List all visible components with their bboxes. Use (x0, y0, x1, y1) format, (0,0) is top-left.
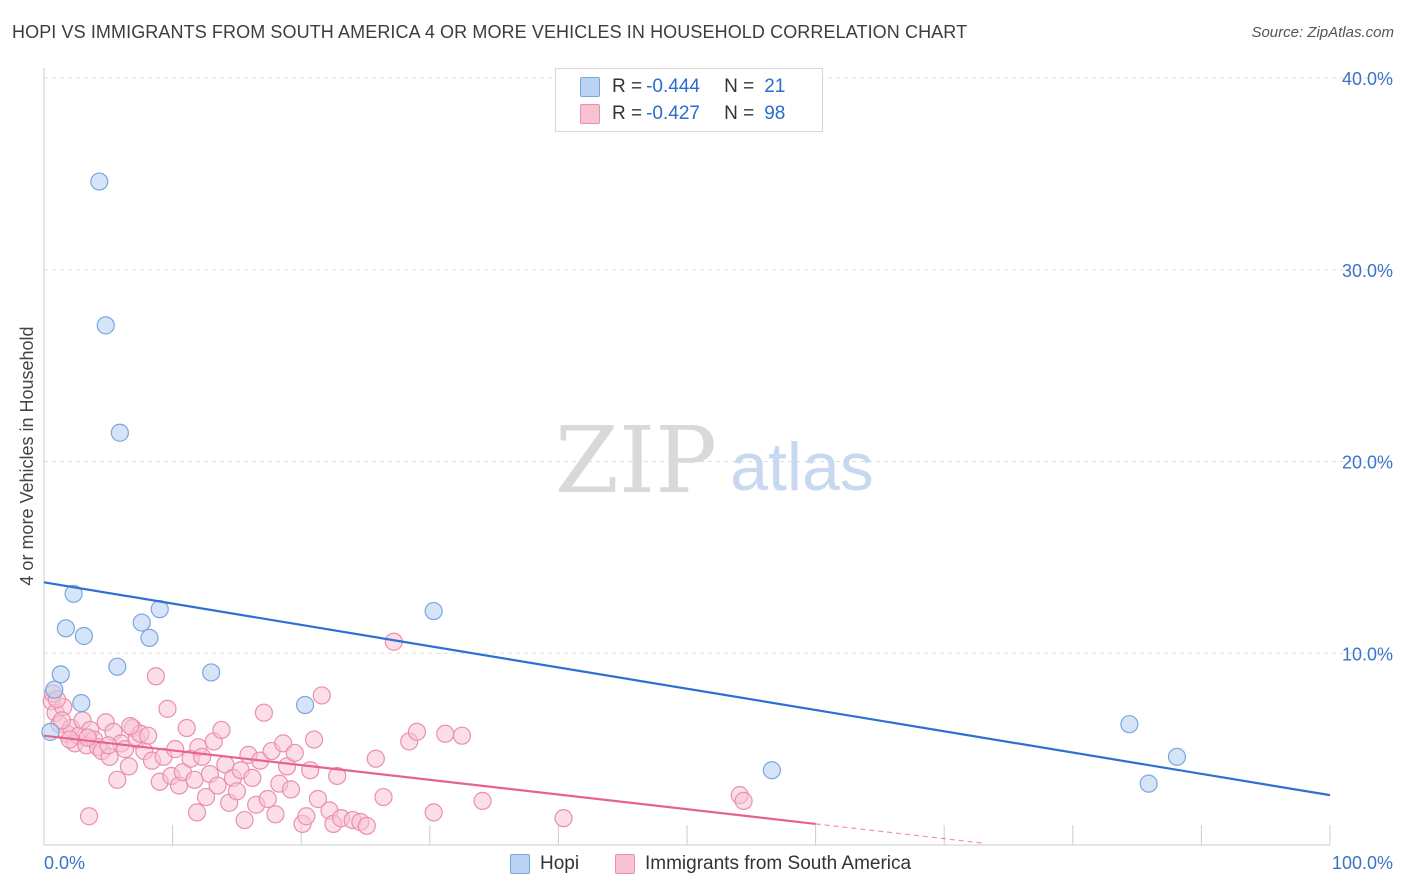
immigrants-point (254, 703, 274, 722)
hopi-n-label: N = (724, 76, 755, 97)
immigrants-point (243, 768, 262, 787)
hopi-point (1139, 774, 1158, 793)
immigrants-point (328, 766, 347, 786)
immigrants-n-label: N = (724, 103, 755, 124)
immigrants-trend-extension (815, 823, 983, 844)
y-tick-label: 30.0% (1342, 261, 1393, 281)
hopi-point (424, 601, 443, 621)
immigrants-trend-line (43, 734, 816, 826)
hopi-point (90, 172, 109, 191)
bottom-hopi-label: Hopi (540, 853, 580, 874)
immigrants-point (308, 789, 328, 809)
immigrants-point (208, 776, 227, 795)
hopi-point (74, 626, 93, 646)
hopi-point (56, 619, 75, 638)
source-credit: Source: ZipAtlas.com (1251, 24, 1394, 41)
immigrants-r-value: -0.427 (646, 103, 700, 124)
immigrants-point (177, 718, 196, 738)
trend-lines (43, 581, 1331, 844)
immigrants-point (473, 791, 492, 810)
immigrants-point (196, 787, 216, 807)
immigrants-point (52, 711, 72, 730)
hopi-point (110, 423, 129, 442)
hopi-point (140, 628, 159, 648)
immigrants-point (185, 770, 204, 789)
hopi-point (51, 665, 70, 684)
correlation-legend: R = -0.444 N = 21 R = -0.427 N = 98 (555, 68, 823, 132)
immigrants-point (258, 789, 277, 809)
hopi-point (202, 663, 221, 682)
hopi-point (96, 316, 115, 335)
bottom-immigrants-swatch (615, 854, 635, 874)
y-tick-label: 40.0% (1342, 69, 1393, 89)
immigrants-point (108, 770, 127, 789)
immigrants-point (158, 699, 177, 718)
y-tick-label: 10.0% (1342, 644, 1393, 664)
immigrants-point (193, 747, 212, 766)
bottom-legend-immigrants: Immigrants from South America (615, 852, 911, 876)
hopi-r-value: -0.444 (646, 76, 700, 97)
data-points (41, 172, 1187, 835)
hopi-point (72, 694, 91, 713)
immigrants-point (554, 809, 573, 828)
immigrants-point (187, 803, 207, 822)
immigrants-point (312, 686, 331, 705)
immigrants-point (212, 720, 231, 740)
immigrants-point (99, 736, 118, 755)
hopi-point (45, 680, 64, 699)
bottom-hopi-swatch (510, 854, 530, 874)
hopi-point (64, 584, 83, 603)
legend-row-hopi: R = -0.444 N = 21 (580, 75, 785, 99)
hopi-point (108, 657, 127, 676)
bottom-legend-hopi: Hopi (510, 852, 579, 876)
bottom-immigrants-label: Immigrants from South America (645, 853, 912, 874)
immigrants-point (281, 780, 301, 799)
hopi-point (132, 613, 151, 632)
tick-labels: 10.0% 20.0% 30.0% 40.0% 0.0% 100.0% (44, 69, 1393, 873)
legend-row-immigrants: R = -0.427 N = 98 (580, 102, 785, 126)
axes (43, 68, 1331, 846)
immigrants-point (297, 807, 316, 826)
immigrants-r-label: R = (612, 103, 643, 124)
immigrants-point (146, 667, 165, 686)
x-tick-label: 100.0% (1332, 853, 1393, 873)
immigrants-point (357, 816, 376, 835)
immigrants-point (734, 791, 753, 810)
immigrants-point (407, 722, 427, 741)
immigrants-point (139, 726, 158, 745)
immigrants-point (424, 803, 443, 822)
grid-lines (44, 77, 1395, 654)
immigrants-point (121, 717, 140, 736)
immigrants-point (374, 787, 393, 807)
immigrants-point (235, 810, 254, 830)
immigrants-point (452, 726, 472, 745)
hopi-swatch (580, 77, 600, 97)
hopi-trend-line (43, 581, 1331, 797)
immigrants-point (436, 724, 455, 743)
immigrants-point (301, 761, 320, 780)
watermark-zip: ZIP (555, 407, 717, 514)
immigrants-point (285, 743, 304, 763)
immigrants-point (266, 805, 285, 824)
immigrants-point (78, 728, 97, 747)
y-tick-label: 20.0% (1342, 453, 1393, 473)
immigrants-n-value: 98 (764, 103, 786, 124)
immigrants-point (366, 749, 385, 768)
immigrants-point (79, 807, 99, 826)
chart-title: HOPI VS IMMIGRANTS FROM SOUTH AMERICA 4 … (12, 22, 968, 42)
hopi-point (1120, 715, 1139, 734)
immigrants-point (227, 782, 246, 801)
hopi-point (762, 761, 781, 780)
hopi-r-label: R = (612, 76, 643, 97)
hopi-n-value: 21 (764, 76, 786, 97)
immigrants-point (119, 757, 138, 776)
y-axis-label: 4 or more Vehicles in Household (17, 326, 37, 585)
hopi-point (295, 695, 315, 715)
hopi-point (1167, 747, 1187, 766)
immigrants-point (304, 730, 324, 749)
x-tick-label: 0.0% (44, 853, 85, 873)
immigrants-swatch (580, 104, 600, 124)
watermark-atlas: atlas (730, 429, 874, 505)
